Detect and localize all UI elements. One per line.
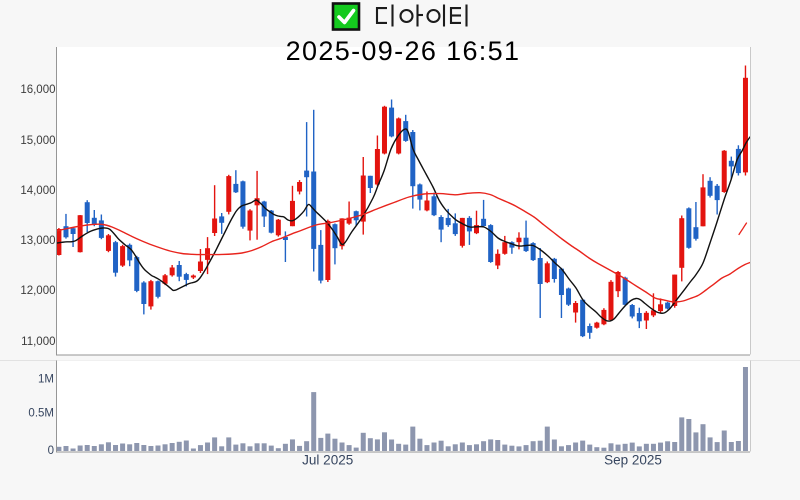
svg-text:0.5M: 0.5M <box>28 408 54 420</box>
svg-text:1M: 1M <box>38 374 54 386</box>
svg-text:12,000: 12,000 <box>20 285 55 297</box>
svg-text:15,000: 15,000 <box>20 135 55 147</box>
svg-text:13,000: 13,000 <box>20 235 55 247</box>
svg-text:16,000: 16,000 <box>20 84 55 96</box>
svg-text:Jul 2025: Jul 2025 <box>302 453 353 468</box>
svg-text:Sep 2025: Sep 2025 <box>604 453 662 468</box>
svg-text:14,000: 14,000 <box>20 185 55 197</box>
svg-text:11,000: 11,000 <box>21 336 55 348</box>
svg-text:0: 0 <box>48 445 54 457</box>
svg-text:2025-09-26 16:51: 2025-09-26 16:51 <box>286 36 521 66</box>
